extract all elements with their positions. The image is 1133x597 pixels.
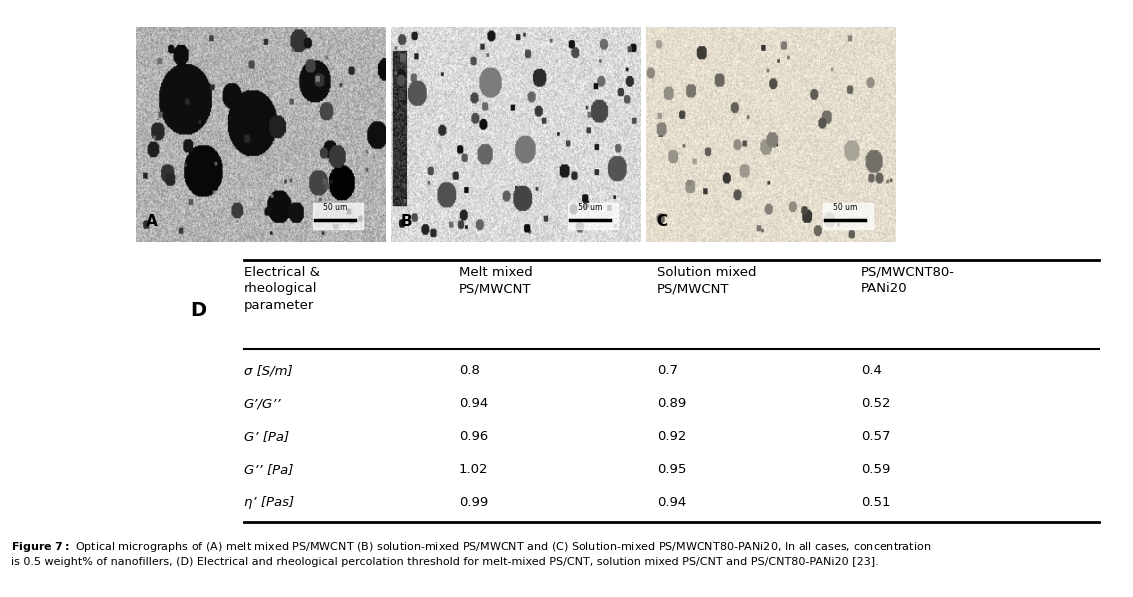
Text: Solution mixed
PS/MWCNT: Solution mixed PS/MWCNT — [657, 266, 757, 295]
Text: 0.89: 0.89 — [657, 397, 687, 410]
Text: 0.59: 0.59 — [861, 463, 891, 476]
Text: η’ [Pas]: η’ [Pas] — [244, 496, 293, 509]
Text: B: B — [401, 214, 412, 229]
Bar — [313, 203, 363, 229]
Text: 0.96: 0.96 — [459, 430, 488, 443]
Text: 0.7: 0.7 — [657, 364, 679, 377]
Text: G’ [Pa]: G’ [Pa] — [244, 430, 289, 443]
Text: 0.92: 0.92 — [657, 430, 687, 443]
Text: G’/G’’: G’/G’’ — [244, 397, 281, 410]
Text: 0.51: 0.51 — [861, 496, 891, 509]
Text: 1.02: 1.02 — [459, 463, 488, 476]
Bar — [823, 203, 872, 229]
Text: C: C — [656, 214, 667, 229]
Text: Melt mixed
PS/MWCNT: Melt mixed PS/MWCNT — [459, 266, 533, 295]
Text: Electrical &
rheological
parameter: Electrical & rheological parameter — [244, 266, 320, 312]
Bar — [568, 203, 617, 229]
Text: G’’ [Pa]: G’’ [Pa] — [244, 463, 293, 476]
Text: 50 um: 50 um — [578, 203, 603, 212]
Text: 0.94: 0.94 — [657, 496, 687, 509]
Text: 0.94: 0.94 — [459, 397, 488, 410]
Text: D: D — [190, 301, 206, 320]
Text: σ [S/m]: σ [S/m] — [244, 364, 292, 377]
Text: PS/MWCNT80-
PANi20: PS/MWCNT80- PANi20 — [861, 266, 955, 295]
Text: A: A — [146, 214, 157, 229]
Text: 0.8: 0.8 — [459, 364, 479, 377]
Text: 50 um: 50 um — [833, 203, 858, 212]
Text: 0.95: 0.95 — [657, 463, 687, 476]
Text: 0.57: 0.57 — [861, 430, 891, 443]
Text: 0.52: 0.52 — [861, 397, 891, 410]
Text: 50 um: 50 um — [323, 203, 348, 212]
Text: 0.99: 0.99 — [459, 496, 488, 509]
Text: $\mathbf{Figure\ 7:}$ Optical micrographs of (A) melt mixed PS/MWCNT (B) solutio: $\mathbf{Figure\ 7:}$ Optical micrograph… — [11, 540, 931, 568]
Text: 0.4: 0.4 — [861, 364, 881, 377]
